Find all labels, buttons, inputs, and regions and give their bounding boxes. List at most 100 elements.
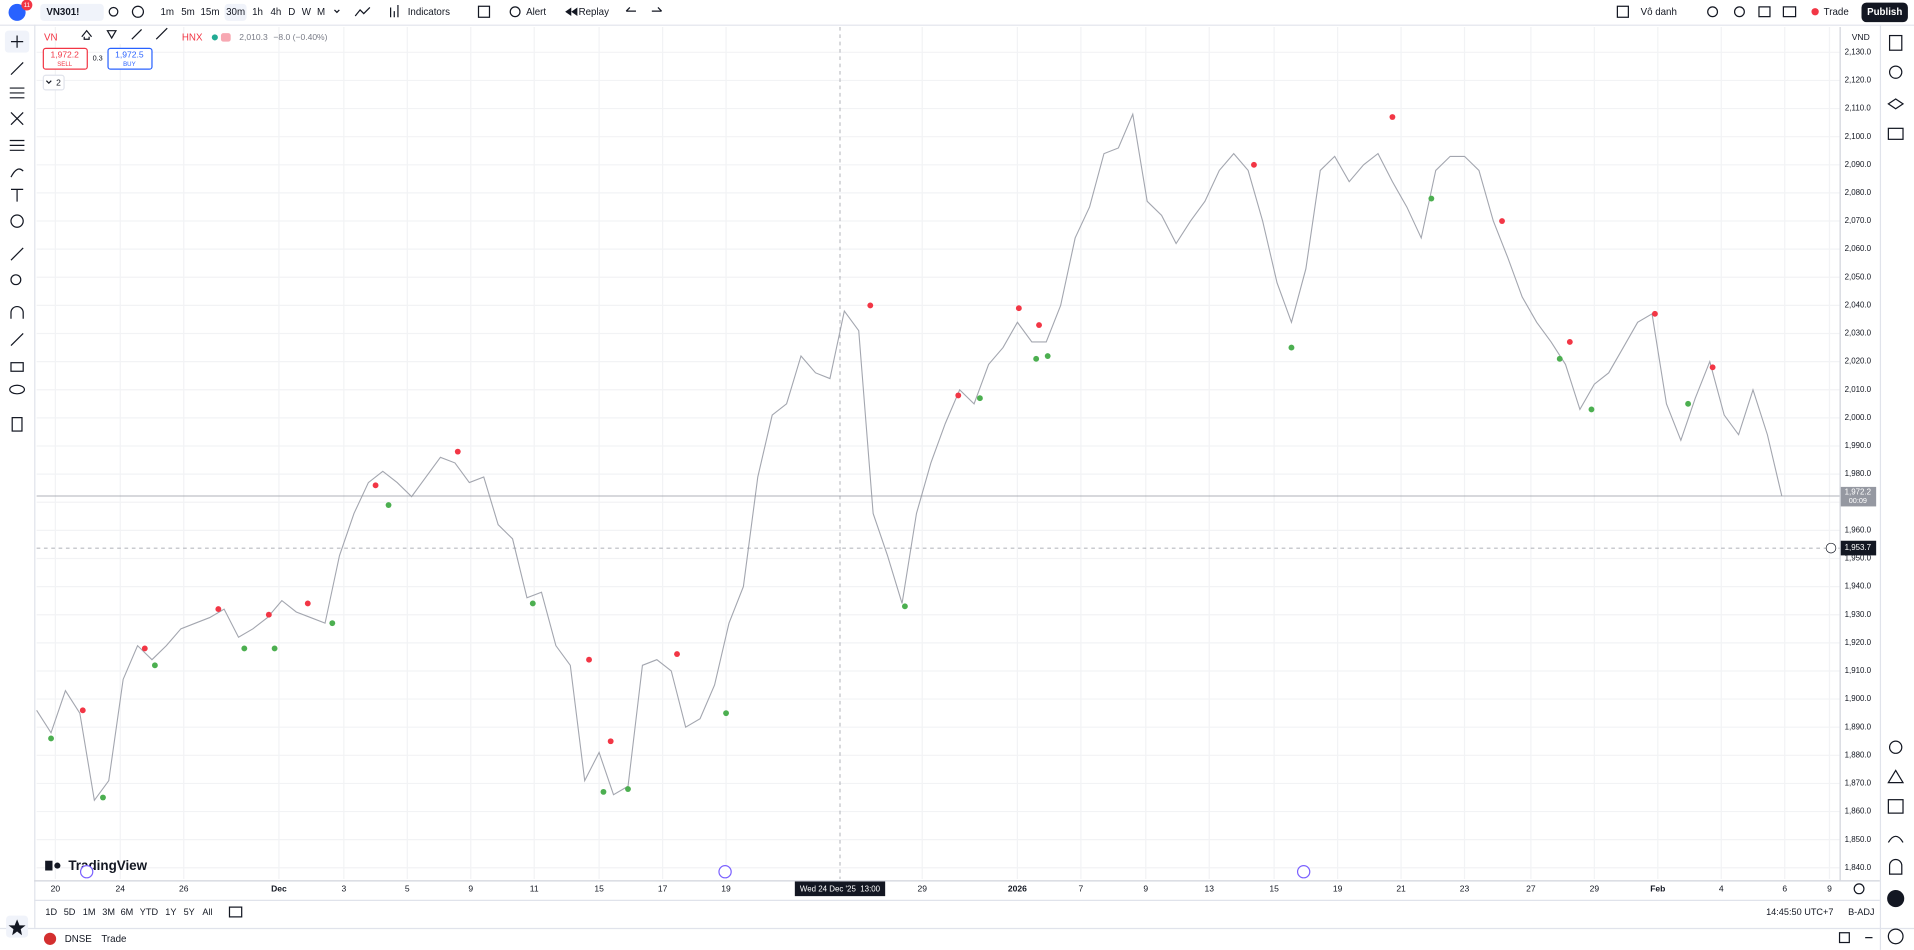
signal-dot	[1709, 364, 1716, 371]
avatar[interactable]	[8, 3, 26, 21]
indicators-icon[interactable]	[390, 5, 399, 18]
crosshair-add-icon[interactable]	[1825, 542, 1837, 554]
event-icon[interactable]	[1296, 865, 1311, 879]
up-icon[interactable]	[81, 29, 93, 40]
trade-icon[interactable]	[1811, 8, 1819, 16]
date-range-icon[interactable]	[228, 906, 243, 918]
pattern-tool[interactable]	[10, 112, 24, 126]
hotlist-icon[interactable]	[1888, 740, 1903, 754]
text-tool[interactable]	[10, 188, 24, 202]
buy-label[interactable]: BUY	[123, 61, 136, 68]
range-button[interactable]: 5Y	[184, 907, 195, 917]
range-button[interactable]: 1Y	[165, 907, 176, 917]
timeframe[interactable]: M	[317, 7, 325, 18]
symbol[interactable]: VN301!	[46, 7, 79, 18]
forecast-tool[interactable]	[9, 139, 25, 151]
indicators-button[interactable]: Indicators	[408, 7, 450, 18]
axis-settings-icon[interactable]	[1853, 883, 1865, 895]
trendline-tool[interactable]	[10, 61, 24, 76]
lock-tool[interactable]	[10, 362, 24, 372]
search-icon[interactable]	[1707, 6, 1719, 18]
hide-tool[interactable]	[9, 384, 26, 395]
x-tick-label: 6	[1782, 884, 1787, 894]
timeframe[interactable]: W	[302, 7, 312, 18]
ruler-tool[interactable]	[10, 247, 24, 261]
alert-button[interactable]: Alert	[526, 7, 546, 18]
footer-trade[interactable]: Trade	[101, 934, 126, 945]
keep-drawing-tool[interactable]	[10, 332, 24, 347]
templates-icon[interactable]	[477, 5, 491, 18]
ideas-icon[interactable]	[1887, 769, 1905, 784]
layout-name[interactable]: Vô danh	[1641, 7, 1677, 18]
replay-icon[interactable]	[565, 7, 578, 17]
favorites-tool[interactable]	[8, 919, 26, 936]
chart-type-icon[interactable]	[354, 7, 371, 17]
notifications-icon[interactable]	[1888, 858, 1903, 875]
range-button[interactable]: 3M	[102, 907, 115, 917]
sell-price[interactable]: 1,972.2	[50, 49, 79, 59]
icon-tool[interactable]	[10, 214, 24, 228]
zoom-tool[interactable]	[10, 274, 22, 286]
y-tick-label: 2,020.0	[1845, 357, 1872, 366]
magnet-tool[interactable]	[10, 305, 24, 319]
x-tick-label: 4	[1719, 884, 1724, 894]
help-icon[interactable]	[1887, 928, 1904, 945]
maximize-icon[interactable]	[1838, 932, 1850, 944]
compare-icon[interactable]	[108, 6, 119, 17]
fib-tool[interactable]	[9, 87, 25, 99]
pencil-icon[interactable]	[131, 29, 143, 40]
add-symbol-icon[interactable]	[131, 5, 145, 18]
timeframe[interactable]: 4h	[270, 7, 281, 18]
timeframe[interactable]: D	[288, 7, 295, 18]
event-icon[interactable]	[718, 865, 732, 879]
timeframe[interactable]: 1h	[252, 7, 263, 18]
apps-icon[interactable]	[1887, 890, 1905, 908]
stream-icon[interactable]	[1887, 835, 1904, 843]
replay-button[interactable]: Replay	[579, 7, 609, 18]
line-icon[interactable]	[155, 27, 168, 40]
chat-icon[interactable]	[1887, 127, 1904, 140]
timeframe[interactable]: 5m	[181, 7, 195, 18]
trade-button[interactable]: Trade	[1824, 7, 1849, 18]
timeframe[interactable]: 30m	[226, 7, 245, 18]
y-tick-label: 1,920.0	[1845, 638, 1872, 647]
collapse-icon[interactable]	[45, 80, 52, 85]
redo-icon[interactable]	[651, 7, 663, 12]
settings-icon[interactable]	[1733, 6, 1745, 18]
delete-tool[interactable]	[11, 417, 23, 432]
undo-icon[interactable]	[625, 7, 636, 12]
layout-icon[interactable]	[1616, 5, 1629, 18]
fullscreen-icon[interactable]	[1758, 6, 1771, 18]
cursor-tool[interactable]	[10, 35, 24, 48]
publish-button[interactable]: Publish	[1867, 7, 1902, 18]
range-button[interactable]: 1M	[83, 907, 96, 917]
timeframe[interactable]: 1m	[160, 7, 174, 18]
range-button[interactable]: 6M	[121, 907, 134, 917]
event-icon[interactable]	[79, 865, 94, 879]
snapshot-icon[interactable]	[1782, 6, 1797, 18]
brush-tool[interactable]	[10, 168, 24, 178]
collapsed-count[interactable]: 2	[56, 77, 61, 87]
timeframe[interactable]: 15m	[200, 7, 219, 18]
broker[interactable]: DNSE	[65, 934, 93, 945]
range-button[interactable]: All	[202, 907, 212, 917]
currency[interactable]: VND	[1852, 32, 1870, 42]
alert-icon[interactable]	[509, 6, 521, 18]
symbol-search[interactable]	[40, 3, 104, 21]
calendar-icon[interactable]	[1887, 799, 1904, 814]
range-button[interactable]: YTD	[140, 907, 159, 917]
sell-label[interactable]: SELL	[57, 61, 73, 68]
buy-price[interactable]: 1,972.5	[115, 49, 144, 59]
alerts-icon[interactable]	[1888, 65, 1903, 79]
down-icon[interactable]	[106, 30, 118, 40]
range-button[interactable]: 5D	[64, 907, 76, 917]
publish-background[interactable]	[1861, 2, 1908, 23]
range-button[interactable]: 1D	[45, 907, 57, 917]
layers-icon[interactable]	[1887, 98, 1905, 110]
collapse-bg[interactable]	[42, 74, 65, 91]
watchlist-icon[interactable]	[1888, 34, 1903, 51]
sell-button-bg[interactable]	[42, 47, 88, 70]
adjustment[interactable]: B-ADJ	[1848, 907, 1874, 917]
timeframe-menu[interactable]	[334, 9, 340, 14]
buy-button-bg[interactable]	[107, 47, 153, 70]
